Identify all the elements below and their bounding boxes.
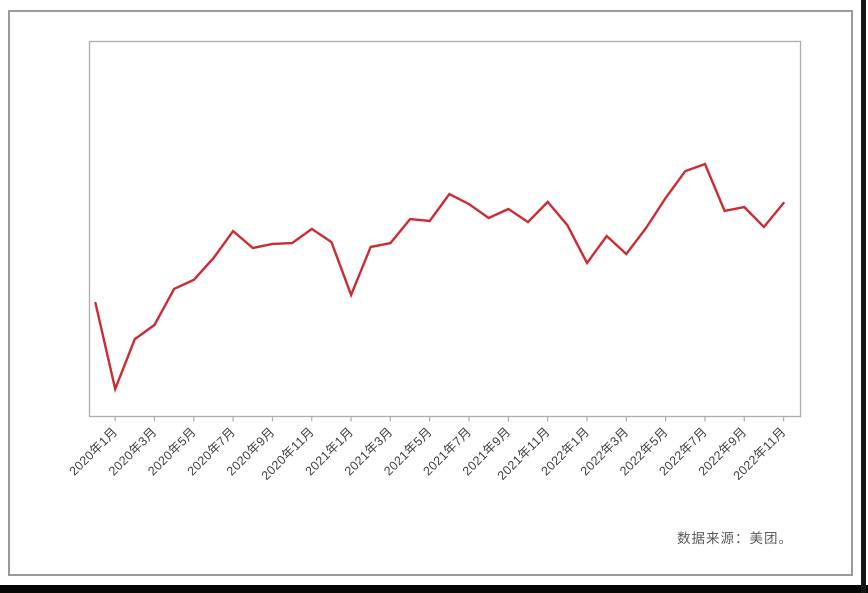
page-bottom-rule xyxy=(0,585,868,593)
source-note: 数据来源：美团。 xyxy=(677,531,793,546)
plot-border xyxy=(88,40,802,418)
data-series-line xyxy=(94,162,785,394)
figure-border xyxy=(8,10,853,576)
page-right-rule xyxy=(861,0,866,593)
